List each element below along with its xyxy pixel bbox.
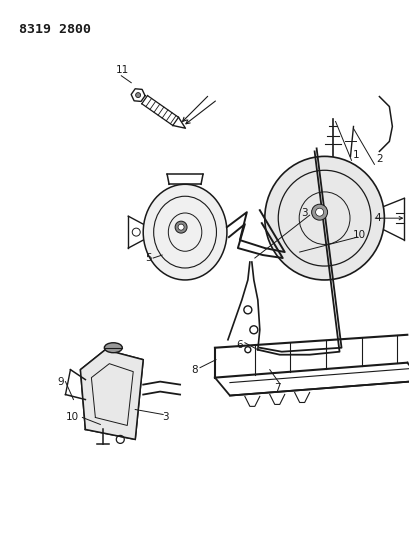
Text: 8: 8 [191,365,198,375]
Circle shape [178,224,184,230]
Ellipse shape [104,343,122,353]
Ellipse shape [143,184,226,280]
Text: 1: 1 [352,150,358,160]
Circle shape [175,221,187,233]
Text: 6: 6 [236,340,243,350]
Text: 3: 3 [301,208,307,218]
Text: 11: 11 [116,64,129,75]
Text: 10: 10 [66,413,79,423]
Ellipse shape [264,156,384,280]
Circle shape [315,208,323,216]
Text: 9: 9 [57,377,64,386]
Text: 7: 7 [274,383,281,393]
Text: 5: 5 [144,253,151,263]
Text: 3: 3 [162,413,168,423]
Circle shape [311,204,327,220]
Circle shape [135,93,140,98]
Text: 2: 2 [375,155,382,164]
Polygon shape [80,350,143,439]
Text: 4: 4 [373,213,380,223]
Text: 8319 2800: 8319 2800 [18,23,90,36]
Text: 10: 10 [352,230,365,240]
